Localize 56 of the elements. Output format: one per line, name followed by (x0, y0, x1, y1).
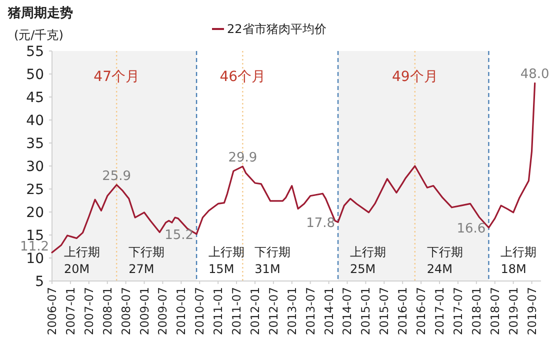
x-tick-label: 2019-01 (506, 287, 520, 336)
annotation: 上行期 18M (500, 245, 537, 276)
annotation: 下行期 24M (426, 245, 463, 276)
x-tick-label: 2011-07 (230, 287, 244, 336)
annotation: 29.9 (228, 150, 258, 166)
x-tick-label: 2010-07 (192, 287, 207, 336)
x-tick-label: 2016-01 (396, 287, 410, 336)
ref-line-label: 46个月 (220, 69, 266, 85)
y-tick-label: 45 (26, 90, 44, 106)
x-tick-label: 2017-01 (432, 287, 447, 336)
annotation: 上行期 20M (64, 245, 100, 276)
annotation: 下行期 27M (128, 245, 165, 276)
chart-title: 猪周期走势 (7, 5, 73, 21)
x-tick-label: 2009-07 (156, 287, 170, 336)
y-tick-label: 10 (26, 251, 44, 267)
x-tick-label: 2015-01 (358, 287, 373, 336)
x-tick-label: 2016-07 (414, 287, 428, 336)
annotation: 上行期 25M (350, 245, 386, 276)
x-tick-label: 2008-01 (100, 287, 114, 336)
x-tick-label: 2008-07 (118, 287, 133, 336)
x-tick-label: 2012-07 (266, 287, 280, 336)
y-tick-label: 20 (26, 205, 44, 221)
x-tick-label: 2013-01 (284, 287, 299, 336)
y-tick-label: 35 (26, 136, 44, 152)
x-tick-label: 2011-01 (211, 287, 226, 336)
annotation: 25.9 (102, 168, 132, 184)
x-tick-label: 2009-01 (137, 287, 152, 336)
annotation: 下行期 31M (254, 245, 291, 276)
ref-line-label: 47个月 (94, 69, 140, 85)
y-tick-label: 30 (26, 159, 44, 175)
x-tick-label: 2019-07 (524, 287, 539, 336)
x-tick-label: 2010-01 (174, 287, 188, 336)
annotation: 16.6 (456, 222, 486, 237)
x-tick-label: 2015-07 (377, 287, 392, 336)
annotation: 15.2 (164, 228, 194, 244)
x-tick-label: 2013-07 (303, 287, 318, 336)
annotation: 上行期 15M (208, 245, 245, 276)
annotation: 48.0 (520, 67, 550, 82)
y-axis-title: (元/千克) (14, 28, 64, 42)
x-tick-label: 2007-01 (63, 287, 78, 336)
x-tick-label: 2012-01 (248, 287, 262, 336)
x-tick-label: 2018-01 (469, 287, 484, 336)
y-tick-label: 5 (35, 274, 44, 290)
y-tick-label: 40 (26, 113, 44, 129)
x-tick-label: 2006-07 (45, 287, 59, 336)
x-tick-label: 2007-07 (82, 287, 96, 336)
x-tick-label: 2014-01 (322, 287, 336, 336)
y-tick-label: 55 (26, 44, 44, 60)
x-tick-label: 2018-07 (488, 287, 502, 336)
x-tick-label: 2014-07 (340, 287, 354, 336)
ref-line-label: 49个月 (392, 69, 438, 85)
annotation: 17.8 (306, 216, 336, 232)
legend-label: 22省市猪肉平均价 (227, 22, 326, 36)
y-tick-label: 50 (26, 67, 44, 83)
y-tick-label: 25 (26, 182, 44, 198)
x-tick-label: 2017-07 (450, 287, 465, 336)
